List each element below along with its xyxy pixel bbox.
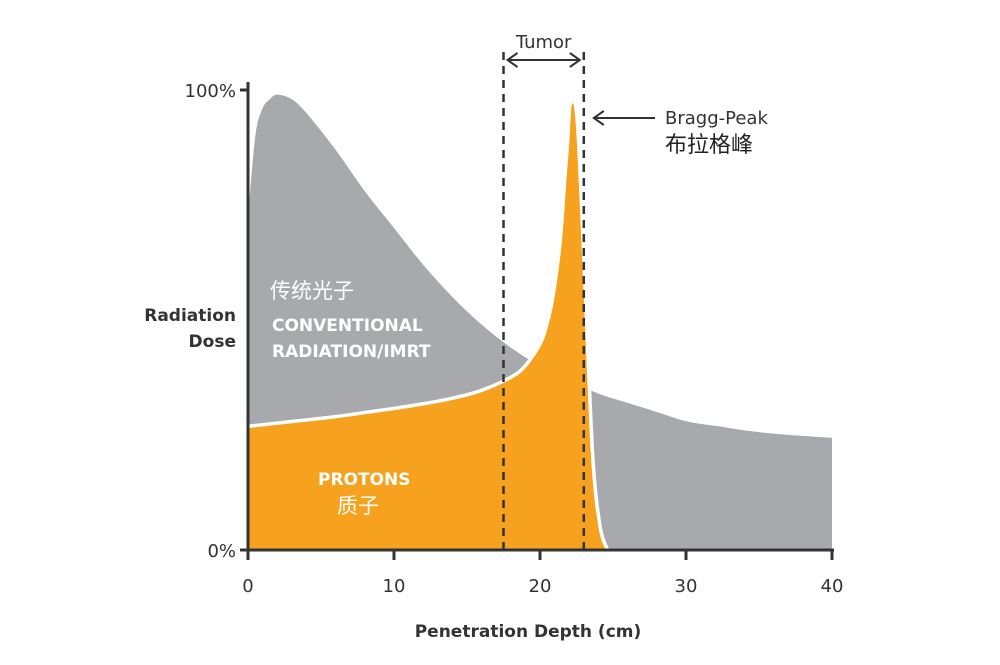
tumor-arrowhead-right xyxy=(569,52,582,68)
conventional-label-cn: 传统光子 xyxy=(270,279,354,303)
y-tick-label: 100% xyxy=(185,81,236,102)
protons-label: PROTONS xyxy=(318,470,411,490)
x-tick-label: 30 xyxy=(675,576,698,597)
x-axis-label: Penetration Depth (cm) xyxy=(415,622,642,642)
tumor-label: Tumor xyxy=(515,32,572,53)
axes: 0 10 20 30 40 0% 100% Radiation Dose Penetrat… xyxy=(144,81,843,642)
y-axis-label-line-2: Dose xyxy=(189,332,236,352)
conventional-label-line-1: CONVENTIONAL xyxy=(272,316,423,336)
y-ticks: 0% 100% xyxy=(185,81,248,562)
y-axis-label-line-1: Radiation xyxy=(144,306,236,326)
y-tick-label: 0% xyxy=(207,541,236,562)
bragg-peak-arrowhead xyxy=(592,110,605,126)
tumor-arrowhead-left xyxy=(505,52,519,68)
annotations-layer: Tumor Bragg-Peak 布拉格峰 xyxy=(502,32,768,550)
conventional-label-line-2: RADIATION/IMRT xyxy=(272,342,431,362)
bragg-peak-label-cn: 布拉格峰 xyxy=(665,133,753,158)
x-tick-label: 10 xyxy=(383,576,406,597)
protons-label-cn: 质子 xyxy=(337,494,379,518)
x-tick-label: 0 xyxy=(242,576,253,597)
x-tick-label: 40 xyxy=(821,576,844,597)
region-labels: 传统光子 CONVENTIONAL RADIATION/IMRT PROTONS… xyxy=(270,279,431,518)
bragg-peak-label: Bragg-Peak xyxy=(665,108,768,129)
x-ticks: 0 10 20 30 40 xyxy=(242,550,843,597)
x-tick-label: 20 xyxy=(529,576,552,597)
protons-area xyxy=(248,103,606,551)
